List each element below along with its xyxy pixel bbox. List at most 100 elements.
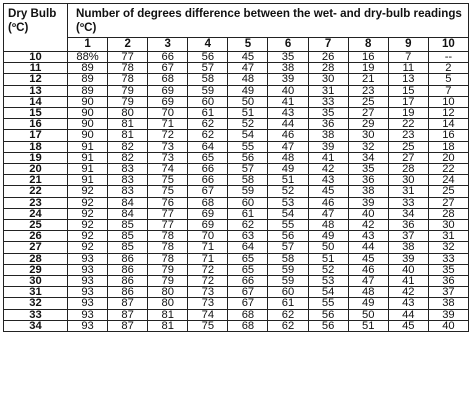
table-row: 12 89 78 68 58 48 39 30 21 13 5 [3,73,470,86]
humidity-cell: 81 [147,308,189,321]
humidity-cell: 7 [427,84,470,97]
humidity-cell: 93 [66,319,109,333]
humidity-cell: 38 [307,129,349,142]
humidity-cell: 40 [267,84,309,97]
humidity-cell: 65 [187,151,229,165]
humidity-cell: 39 [387,252,429,265]
humidity-cell: 28 [427,207,470,221]
humidity-cell: 57 [267,241,309,254]
humidity-cell: 92 [66,185,109,198]
humidity-cell: 36 [307,118,349,131]
humidity-cell: 60 [187,95,229,109]
humidity-cell: 77 [147,219,189,232]
humidity-table-container: Dry Bulb (ºC) Number of degrees differen… [3,3,470,333]
humidity-cell: 51 [227,107,269,120]
humidity-cell: 93 [66,252,109,265]
table-row: 20 91 83 74 66 57 49 42 35 28 22 [3,163,470,176]
column-header-7: 7 [307,37,349,52]
humidity-cell: 91 [66,140,109,153]
humidity-cell: 73 [187,286,229,299]
humidity-cell: 73 [147,140,189,153]
humidity-cell: 77 [147,207,189,221]
humidity-cell: 31 [427,230,470,243]
humidity-cell: 91 [66,151,109,165]
humidity-cell: 2 [427,62,470,75]
table-row: 15 90 80 70 61 51 43 35 27 19 12 [3,107,470,120]
humidity-cell: 73 [147,151,189,165]
column-header-8: 8 [347,37,389,52]
humidity-cell: 47 [227,62,269,75]
humidity-cell: 68 [227,308,269,321]
humidity-cell: 20 [427,151,470,165]
humidity-cell: 66 [187,163,229,176]
humidity-cell: 89 [66,84,109,97]
humidity-cell: 73 [187,297,229,310]
humidity-cell: 23 [347,84,389,97]
humidity-cell: 81 [107,118,149,131]
table-row: 30 93 86 79 72 66 59 53 47 41 36 [3,275,470,288]
dry-bulb-cell: 27 [3,241,68,254]
humidity-cell: 41 [387,275,429,288]
humidity-cell: 85 [107,241,149,254]
humidity-cell: 48 [307,219,349,232]
dry-bulb-cell: 11 [3,62,68,75]
humidity-cell: 33 [307,95,349,109]
humidity-cell: 56 [307,308,349,321]
humidity-cell: 23 [387,129,429,142]
humidity-cell: 54 [307,286,349,299]
humidity-cell: 57 [227,163,269,176]
humidity-cell: 78 [147,252,189,265]
humidity-cell: 45 [307,185,349,198]
humidity-cell: 56 [187,50,229,64]
humidity-cell: 42 [307,163,349,176]
dry-bulb-header: Dry Bulb (ºC) [3,3,68,52]
table-row: 19 91 82 73 65 56 48 41 34 27 20 [3,151,470,165]
humidity-cell: 87 [107,319,149,333]
humidity-cell: 47 [307,207,349,221]
humidity-cell: 36 [427,275,470,288]
dry-bulb-cell: 19 [3,151,68,165]
humidity-cell: 43 [267,107,309,120]
humidity-cell: 35 [307,107,349,120]
humidity-cell: 18 [427,140,470,153]
humidity-cell: 16 [427,129,470,142]
humidity-cell: 22 [427,163,470,176]
humidity-cell: 74 [147,163,189,176]
table-row: 10 88% 77 66 56 45 35 26 16 7 -- [3,50,470,64]
humidity-cell: 43 [387,297,429,310]
humidity-cell: 70 [147,107,189,120]
humidity-cell: 35 [267,50,309,64]
humidity-cell: 48 [347,286,389,299]
humidity-cell: 33 [387,196,429,209]
humidity-cell: 38 [387,241,429,254]
humidity-cell: 78 [147,230,189,243]
humidity-cell: 67 [227,286,269,299]
column-header-2: 2 [107,37,149,52]
humidity-cell: 74 [187,308,229,321]
dry-bulb-cell: 20 [3,163,68,176]
humidity-cell: 75 [187,319,229,333]
humidity-cell: 53 [307,275,349,288]
humidity-cell: 40 [387,263,429,277]
dry-bulb-cell: 10 [3,50,68,64]
table-row: 21 91 83 75 66 58 51 43 36 30 24 [3,174,470,187]
humidity-cell: 61 [227,207,269,221]
humidity-cell: 27 [387,151,429,165]
humidity-cell: 51 [307,252,349,265]
humidity-cell: 33 [427,252,470,265]
humidity-cell: 45 [347,252,389,265]
dry-bulb-cell: 30 [3,275,68,288]
humidity-cell: 52 [307,263,349,277]
humidity-cell: 54 [267,207,309,221]
humidity-cell: 85 [107,219,149,232]
humidity-cell: 87 [107,297,149,310]
humidity-cell: 40 [427,319,470,333]
humidity-cell: 67 [227,297,269,310]
humidity-cell: 46 [267,129,309,142]
humidity-cell: 7 [387,50,429,64]
humidity-cell: 28 [387,163,429,176]
humidity-cell: 59 [267,263,309,277]
dry-bulb-cell: 25 [3,219,68,232]
humidity-cell: 90 [66,129,109,142]
humidity-cell: 59 [267,275,309,288]
